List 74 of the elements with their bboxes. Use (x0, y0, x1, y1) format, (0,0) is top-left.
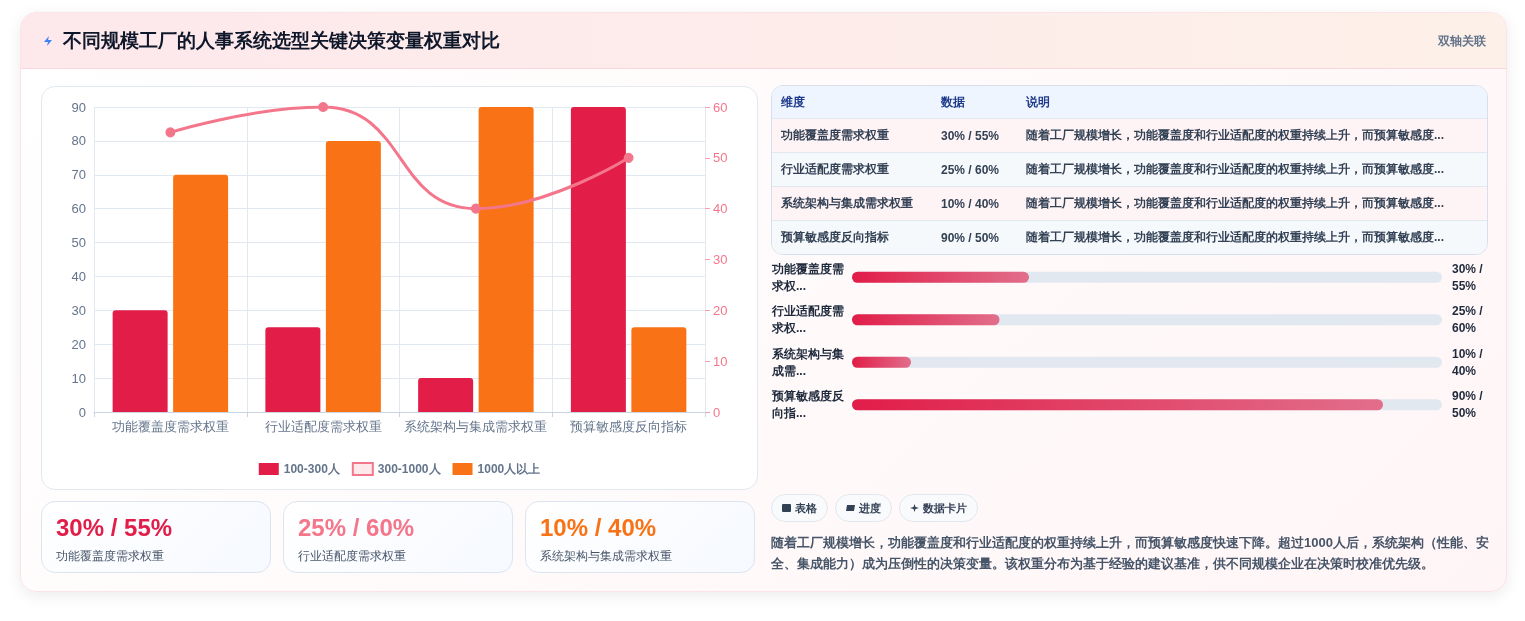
legend-label: 100-300人 (283, 462, 341, 476)
bar (173, 174, 229, 412)
text: 行业适配度需求权重 (780, 161, 890, 178)
text: 30% / 55% (941, 128, 1001, 143)
bar (570, 107, 626, 412)
bar (852, 271, 1029, 283)
text: 说明 (1026, 93, 1051, 111)
y-tick-label: 20 (71, 336, 86, 352)
y-tick-label: 功能覆盖度需求权... (771, 261, 844, 293)
y-tick-label: 90 (71, 99, 86, 115)
bar (478, 107, 534, 412)
text: 系统架构与集成需求权重 (540, 548, 672, 565)
y2-tick-label: 20 (713, 302, 728, 318)
y2-tick-label: 50 (713, 150, 728, 166)
text: 数据 (941, 93, 966, 111)
y2-tick-label: 40 (713, 201, 728, 217)
text: 行业适配度需求权重 (298, 548, 406, 565)
bar (112, 310, 168, 412)
bar (631, 327, 687, 412)
text: 双轴关联 (1438, 33, 1486, 50)
y-tick-label: 行业适配度需求权... (771, 304, 844, 336)
text: 30% / 55% (56, 514, 173, 542)
y-tick-label: 70 (71, 167, 86, 183)
text: 随着工厂规模增长，功能覆盖度和行业适配度的权重持续上升，而预算敏感度... (1026, 195, 1445, 212)
text: 90% / 50% (941, 230, 1001, 245)
text: 系统架构与集成需求权重 (780, 195, 914, 212)
text: 预算敏感度反向指标 (780, 229, 890, 246)
y-tick-label: 30 (71, 302, 86, 318)
x-tick-label: 功能覆盖度需求权重 (111, 419, 229, 434)
text: 10% / 40% (540, 514, 657, 542)
data-label: 30% / 55% (1452, 261, 1487, 293)
y2-tick-label: 0 (713, 404, 721, 420)
point (623, 152, 634, 163)
text: 25% / 60% (941, 162, 1001, 177)
y-tick-label: 60 (71, 201, 86, 217)
y-tick-label: 系统架构与集成需... (771, 346, 844, 378)
y-tick-label: 预算敏感度反向指... (771, 389, 845, 421)
bar (852, 356, 911, 368)
data-label: 90% / 50% (1452, 389, 1487, 421)
bar (325, 140, 381, 412)
legend-label: 1000人以上 (477, 462, 541, 476)
point (318, 102, 329, 112)
y-tick-label: 50 (71, 235, 86, 251)
data-label: 10% / 40% (1452, 346, 1487, 378)
text: 随着工厂规模增长，功能覆盖度和行业适配度的权重持续上升，而预算敏感度... (1026, 229, 1445, 246)
bar (852, 314, 1000, 326)
data-label: 25% / 60% (1452, 304, 1487, 336)
x-tick-label: 预算敏感度反向指标 (570, 419, 688, 434)
y-tick-label: 80 (71, 133, 86, 149)
text: 数据卡片 (899, 494, 978, 522)
chart-title: 不同规模工厂的人事系统选型关键决策变量权重对比 (63, 29, 500, 53)
text: 随着工厂规模增长，功能覆盖度和行业适配度的权重持续上升，而预算敏感度快速下降。超过1000人后，系统架构（性能、安全、集成能力）成为压倒性的决策变量。该权重分布为基于经验的建议基准，供不同规模企业在决策时校准优先级。 (771, 534, 1490, 573)
y2-tick-label: 30 (713, 252, 728, 267)
bar (265, 327, 321, 412)
text: 表格 (771, 494, 828, 522)
y2-tick-label: 10 (713, 353, 728, 369)
y-tick-label: 40 (71, 268, 86, 284)
text: 25% / 60% (298, 514, 415, 542)
point (165, 127, 176, 138)
text: 维度 (780, 93, 806, 111)
legend-label: 300-1000人 (377, 462, 442, 476)
bar (418, 378, 474, 412)
text: 10% / 40% (941, 196, 1001, 211)
x-tick-label: 系统架构与集成需求权重 (404, 419, 548, 434)
text: 随着工厂规模增长，功能覆盖度和行业适配度的权重持续上升，而预算敏感度... (1026, 161, 1445, 178)
text: 功能覆盖度需求权重 (780, 127, 890, 144)
text: 随着工厂规模增长，功能覆盖度和行业适配度的权重持续上升，而预算敏感度... (1026, 127, 1445, 144)
text: 进度 (835, 494, 892, 522)
x-tick-label: 行业适配度需求权重 (264, 419, 382, 434)
text: 功能覆盖度需求权重 (56, 548, 164, 565)
y-tick-label: 10 (71, 370, 86, 386)
y2-tick-label: 60 (713, 99, 728, 115)
y-tick-label: 0 (78, 404, 86, 420)
point (470, 203, 481, 214)
